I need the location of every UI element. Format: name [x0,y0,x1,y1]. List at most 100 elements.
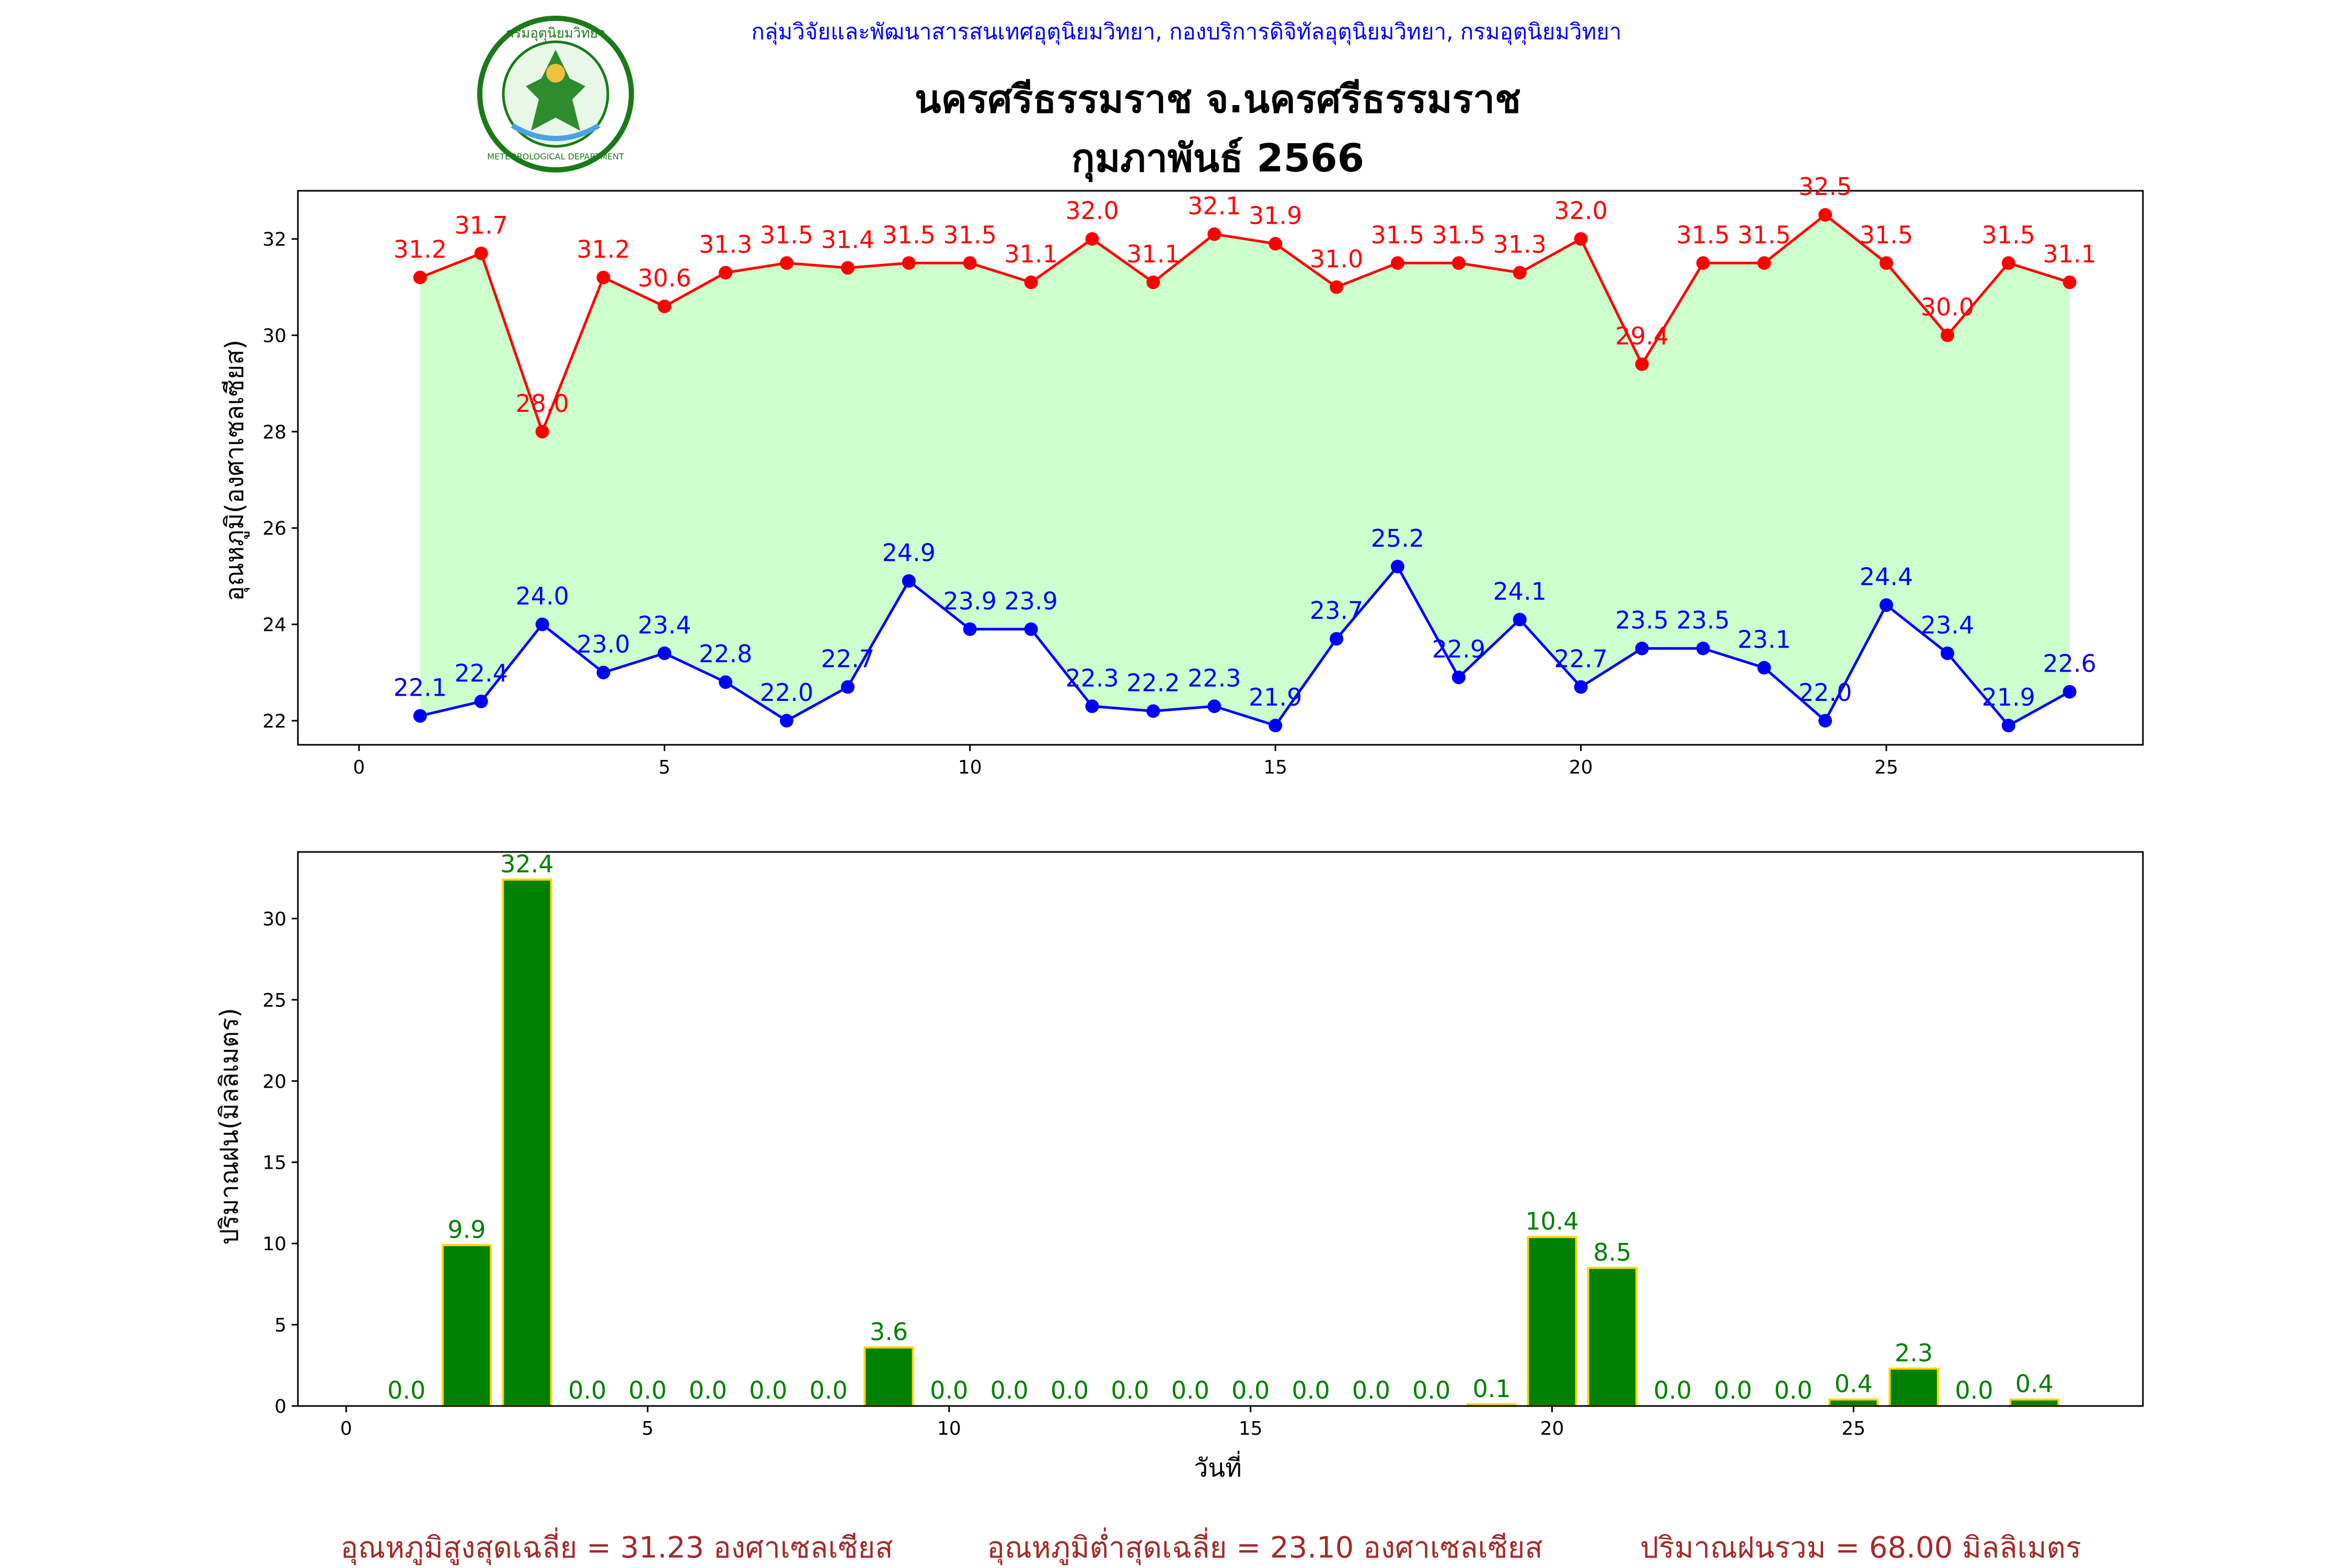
max-temperature-data-label: 32.1 [1187,192,1241,220]
rainfall-x-tick-label: 10 [937,1418,961,1439]
min-temperature-point [1207,699,1221,713]
max-temperature-data-label: 31.5 [1432,221,1485,249]
min-temperature-point [1451,670,1466,684]
rainfall-bar [1888,1367,1939,1407]
min-temperature-point [1635,641,1649,655]
min-temperature-point [780,713,794,728]
max-temperature-point [1818,208,1832,222]
min-temperature-data-label: 22.3 [1187,664,1241,692]
max-temperature-data-label: 32.5 [1798,172,1852,201]
max-temperature-data-label: 32.0 [1065,197,1119,225]
logo-text-bottom: METEOROLOGICAL DEPARTMENT [487,152,624,162]
min-temperature-data-label: 23.1 [1737,626,1791,654]
max-temperature-point [1940,328,1954,342]
temperature-range-fill [420,215,2070,726]
min-temperature-point [596,665,610,679]
temperature-x-tick-label: 15 [1263,757,1287,778]
max-temperature-data-label: 31.9 [1249,201,1302,229]
rainfall-y-tick-label: 25 [262,990,286,1011]
max-temperature-data-label: 31.5 [1982,221,2035,249]
max-temperature-data-label: 29.4 [1615,322,1668,350]
rainfall-y-tick-label: 20 [262,1071,286,1092]
min-temperature-point [535,617,549,631]
min-temperature-point [1696,641,1710,655]
department-logo: กรมอุตุนิยมวิทยา METEOROLOGICAL DEPARTME… [477,16,634,172]
rainfall-data-label: 0.0 [1955,1376,1993,1404]
min-temperature-point [963,622,977,636]
rainfall-data-label: 0.0 [1714,1376,1752,1404]
temperature-y-tick-label: 22 [262,711,286,732]
rainfall-data-label: 0.1 [1473,1375,1511,1403]
temperature-y-tick-label: 28 [262,422,286,443]
max-temperature-data-label: 30.0 [1921,293,1974,321]
rainfall-plot-frame [297,851,2144,1407]
min-temperature-data-label: 22.8 [699,640,752,668]
max-temperature-data-label: 30.6 [638,264,691,292]
max-temperature-point [1757,256,1771,270]
min-temperature-data-label: 23.0 [577,630,630,659]
rainfall-y-tick-label: 15 [262,1152,286,1174]
max-temperature-data-label: 31.5 [1371,221,1424,249]
max-temperature-point [1390,256,1404,270]
rainfall-data-label: 0.0 [1051,1376,1089,1404]
rainfall-bar [863,1346,914,1407]
max-temperature-point [1024,275,1038,290]
max-temperature-data-label: 31.5 [1676,221,1730,249]
rainfall-data-label: 0.0 [930,1376,968,1404]
min-temperature-data-label: 22.7 [1554,644,1607,673]
rainfall-bar [1587,1266,1638,1407]
min-temperature-data-label: 22.0 [1798,678,1852,707]
max-temperature-data-label: 31.5 [1737,221,1791,249]
min-temperature-point [658,646,672,660]
rainfall-data-label: 32.4 [500,850,554,878]
rainfall-data-label: 0.0 [749,1376,787,1404]
min-temperature-point [2001,719,2015,733]
min-temperature-data-label: 24.0 [515,582,569,610]
footer-rain-total: ปริมาณฝนรวม = 68.00 มิลลิเมตร [1640,1531,2081,1565]
min-temperature-point [1880,598,1894,612]
footer-min-avg: อุณหภูมิต่ำสุดเฉลี่ย = 23.10 องศาเซลเซีย… [987,1527,1542,1565]
max-temperature-point [1146,275,1160,290]
min-temperature-data-label: 22.2 [1126,668,1180,697]
min-temperature-point [840,680,855,694]
max-temperature-data-label: 31.1 [1004,240,1057,268]
min-temperature-data-label: 22.1 [394,674,447,702]
rainfall-data-label: 0.0 [689,1376,727,1404]
rainfall-data-label: 0.0 [1292,1376,1330,1404]
temperature-x-tick-label: 20 [1569,757,1593,778]
rainfall-data-label: 3.6 [870,1318,908,1346]
min-temperature-data-label: 23.4 [1921,611,1974,639]
min-temperature-point [1085,699,1099,713]
max-temperature-data-label: 31.0 [1310,245,1363,273]
min-temperature-data-label: 23.5 [1676,606,1730,635]
min-temperature-point [413,709,427,723]
temperature-x-tick-label: 5 [659,757,671,778]
rainfall-y-tick-label: 5 [274,1315,286,1336]
rainfall-data-label: 10.4 [1525,1207,1578,1236]
rainfall-bar [441,1244,492,1407]
max-temperature-point [963,256,977,270]
min-temperature-point [1818,713,1832,728]
max-temperature-data-label: 31.5 [882,221,936,249]
min-temperature-point [474,695,488,709]
rainfall-data-label: 0.0 [1171,1376,1209,1404]
max-temperature-data-label: 31.5 [1860,221,1913,249]
min-temperature-data-label: 22.3 [1065,664,1119,692]
max-temperature-data-label: 31.5 [760,221,813,249]
min-temperature-data-label: 23.4 [638,611,691,639]
max-temperature-point [1635,357,1649,371]
min-temperature-point [2062,685,2077,699]
max-temperature-data-label: 28.0 [515,389,569,418]
min-temperature-point [1513,613,1527,627]
max-temperature-point [1085,232,1099,246]
min-temperature-data-label: 22.4 [454,659,508,687]
max-temperature-point [2001,256,2015,270]
max-temperature-data-label: 31.1 [2043,240,2096,268]
temperature-y-axis-label: อุณหภูมิ(องศาเซลเซียส) [220,340,250,601]
rainfall-data-label: 0.4 [2015,1370,2054,1398]
max-temperature-point [902,256,916,270]
max-temperature-point [2062,275,2077,290]
rainfall-x-axis-label: วันที่ [1194,1450,1241,1483]
max-temperature-data-label: 31.7 [454,211,508,239]
